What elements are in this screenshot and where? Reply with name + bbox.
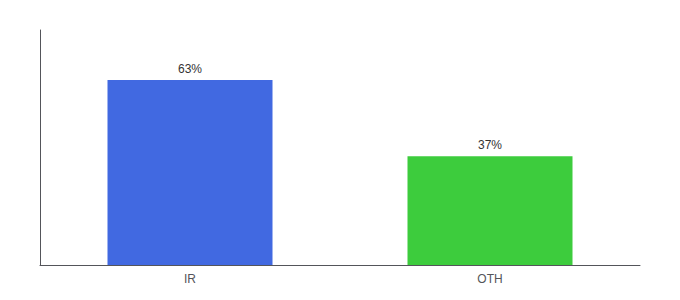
svg-text:IR: IR	[184, 272, 196, 286]
svg-text:OTH: OTH	[477, 272, 502, 286]
svg-text:63%: 63%	[178, 62, 202, 76]
svg-text:37%: 37%	[478, 138, 502, 152]
